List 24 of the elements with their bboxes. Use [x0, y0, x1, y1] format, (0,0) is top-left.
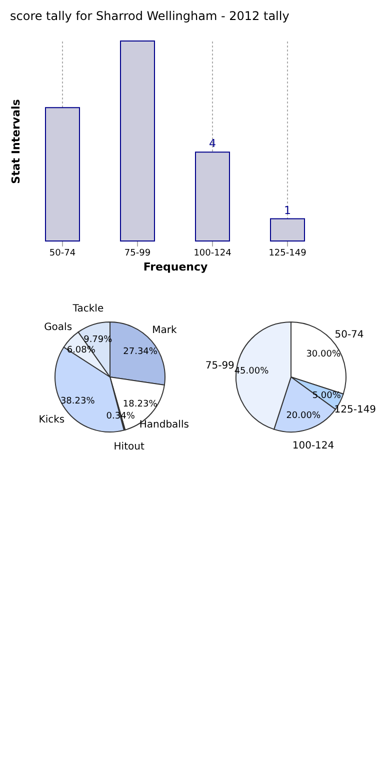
slice-label: 100-124	[292, 440, 334, 452]
y-axis-title: Stat Intervals	[10, 98, 22, 184]
data-label: 27.34%	[123, 346, 158, 357]
slice-label: 125-149	[334, 404, 376, 416]
slice-label: Handballs	[139, 419, 189, 430]
x-tick-label: 75-99	[124, 248, 151, 258]
slice-label: Goals	[44, 322, 72, 334]
x-tick-label: 50-74	[49, 248, 76, 258]
x-tick-label: 125-149	[268, 248, 307, 258]
slice-label: Kicks	[38, 414, 65, 426]
data-label: 30.00%	[306, 349, 341, 360]
x-tick-label: 100-124	[194, 248, 232, 258]
data-label: 20.00%	[286, 411, 321, 422]
chart-title: score tally for Sharrod Wellingham - 2012 tally	[10, 9, 290, 23]
slice-label: 50-74	[334, 330, 364, 341]
slice-label: 75-99	[205, 360, 234, 372]
data-label: 38.23%	[60, 396, 96, 406]
slice-label: Hitout	[114, 441, 144, 452]
data-label: 18.23%	[122, 399, 158, 410]
data-label: 1	[284, 204, 291, 217]
slice-label: Mark	[152, 324, 178, 336]
x-axis-title: Frequency	[143, 260, 208, 274]
data-label: 4	[209, 137, 216, 150]
slice-label: Tackle	[72, 303, 104, 314]
